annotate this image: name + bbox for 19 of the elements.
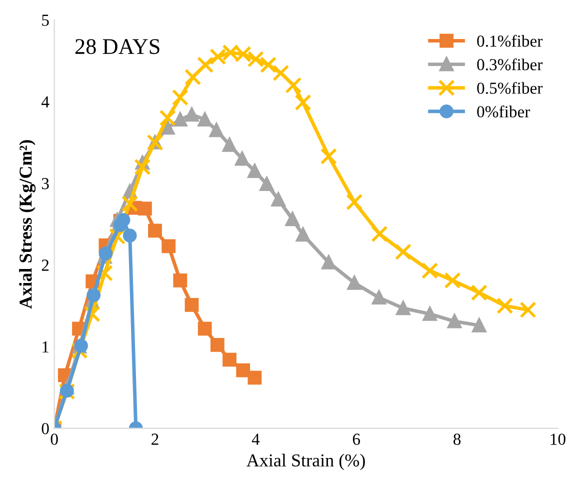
x-tick-label: 4 [252, 434, 260, 445]
y-tick-label: 2 [42, 260, 49, 271]
x-tick-label: 0 [50, 434, 58, 445]
x-tick-label: 10 [550, 434, 566, 445]
y-tick-label: 5 [42, 14, 49, 26]
x-axis-title: Axial Strain (%) [246, 454, 365, 470]
legend-label: 0%fiber [477, 106, 530, 118]
x-tick-label: 2 [152, 434, 158, 445]
y-tick-label: 3 [42, 178, 49, 190]
y-tick-label: 1 [42, 341, 48, 352]
legend-label: 0.3%fiber [477, 58, 543, 70]
text: 28 DAYS [75, 39, 160, 54]
x-tick-label: 8 [453, 434, 461, 445]
x-tick-label: 6 [352, 434, 360, 445]
y-axis-title: Axial Stress (Kg/Cm²) [19, 140, 36, 309]
y-tick-label: 4 [41, 96, 50, 108]
legend-label: 0.1%fiber [477, 34, 543, 47]
legend-label: 0.5%fiber [477, 82, 543, 94]
y-tick-label: 0 [42, 422, 49, 434]
